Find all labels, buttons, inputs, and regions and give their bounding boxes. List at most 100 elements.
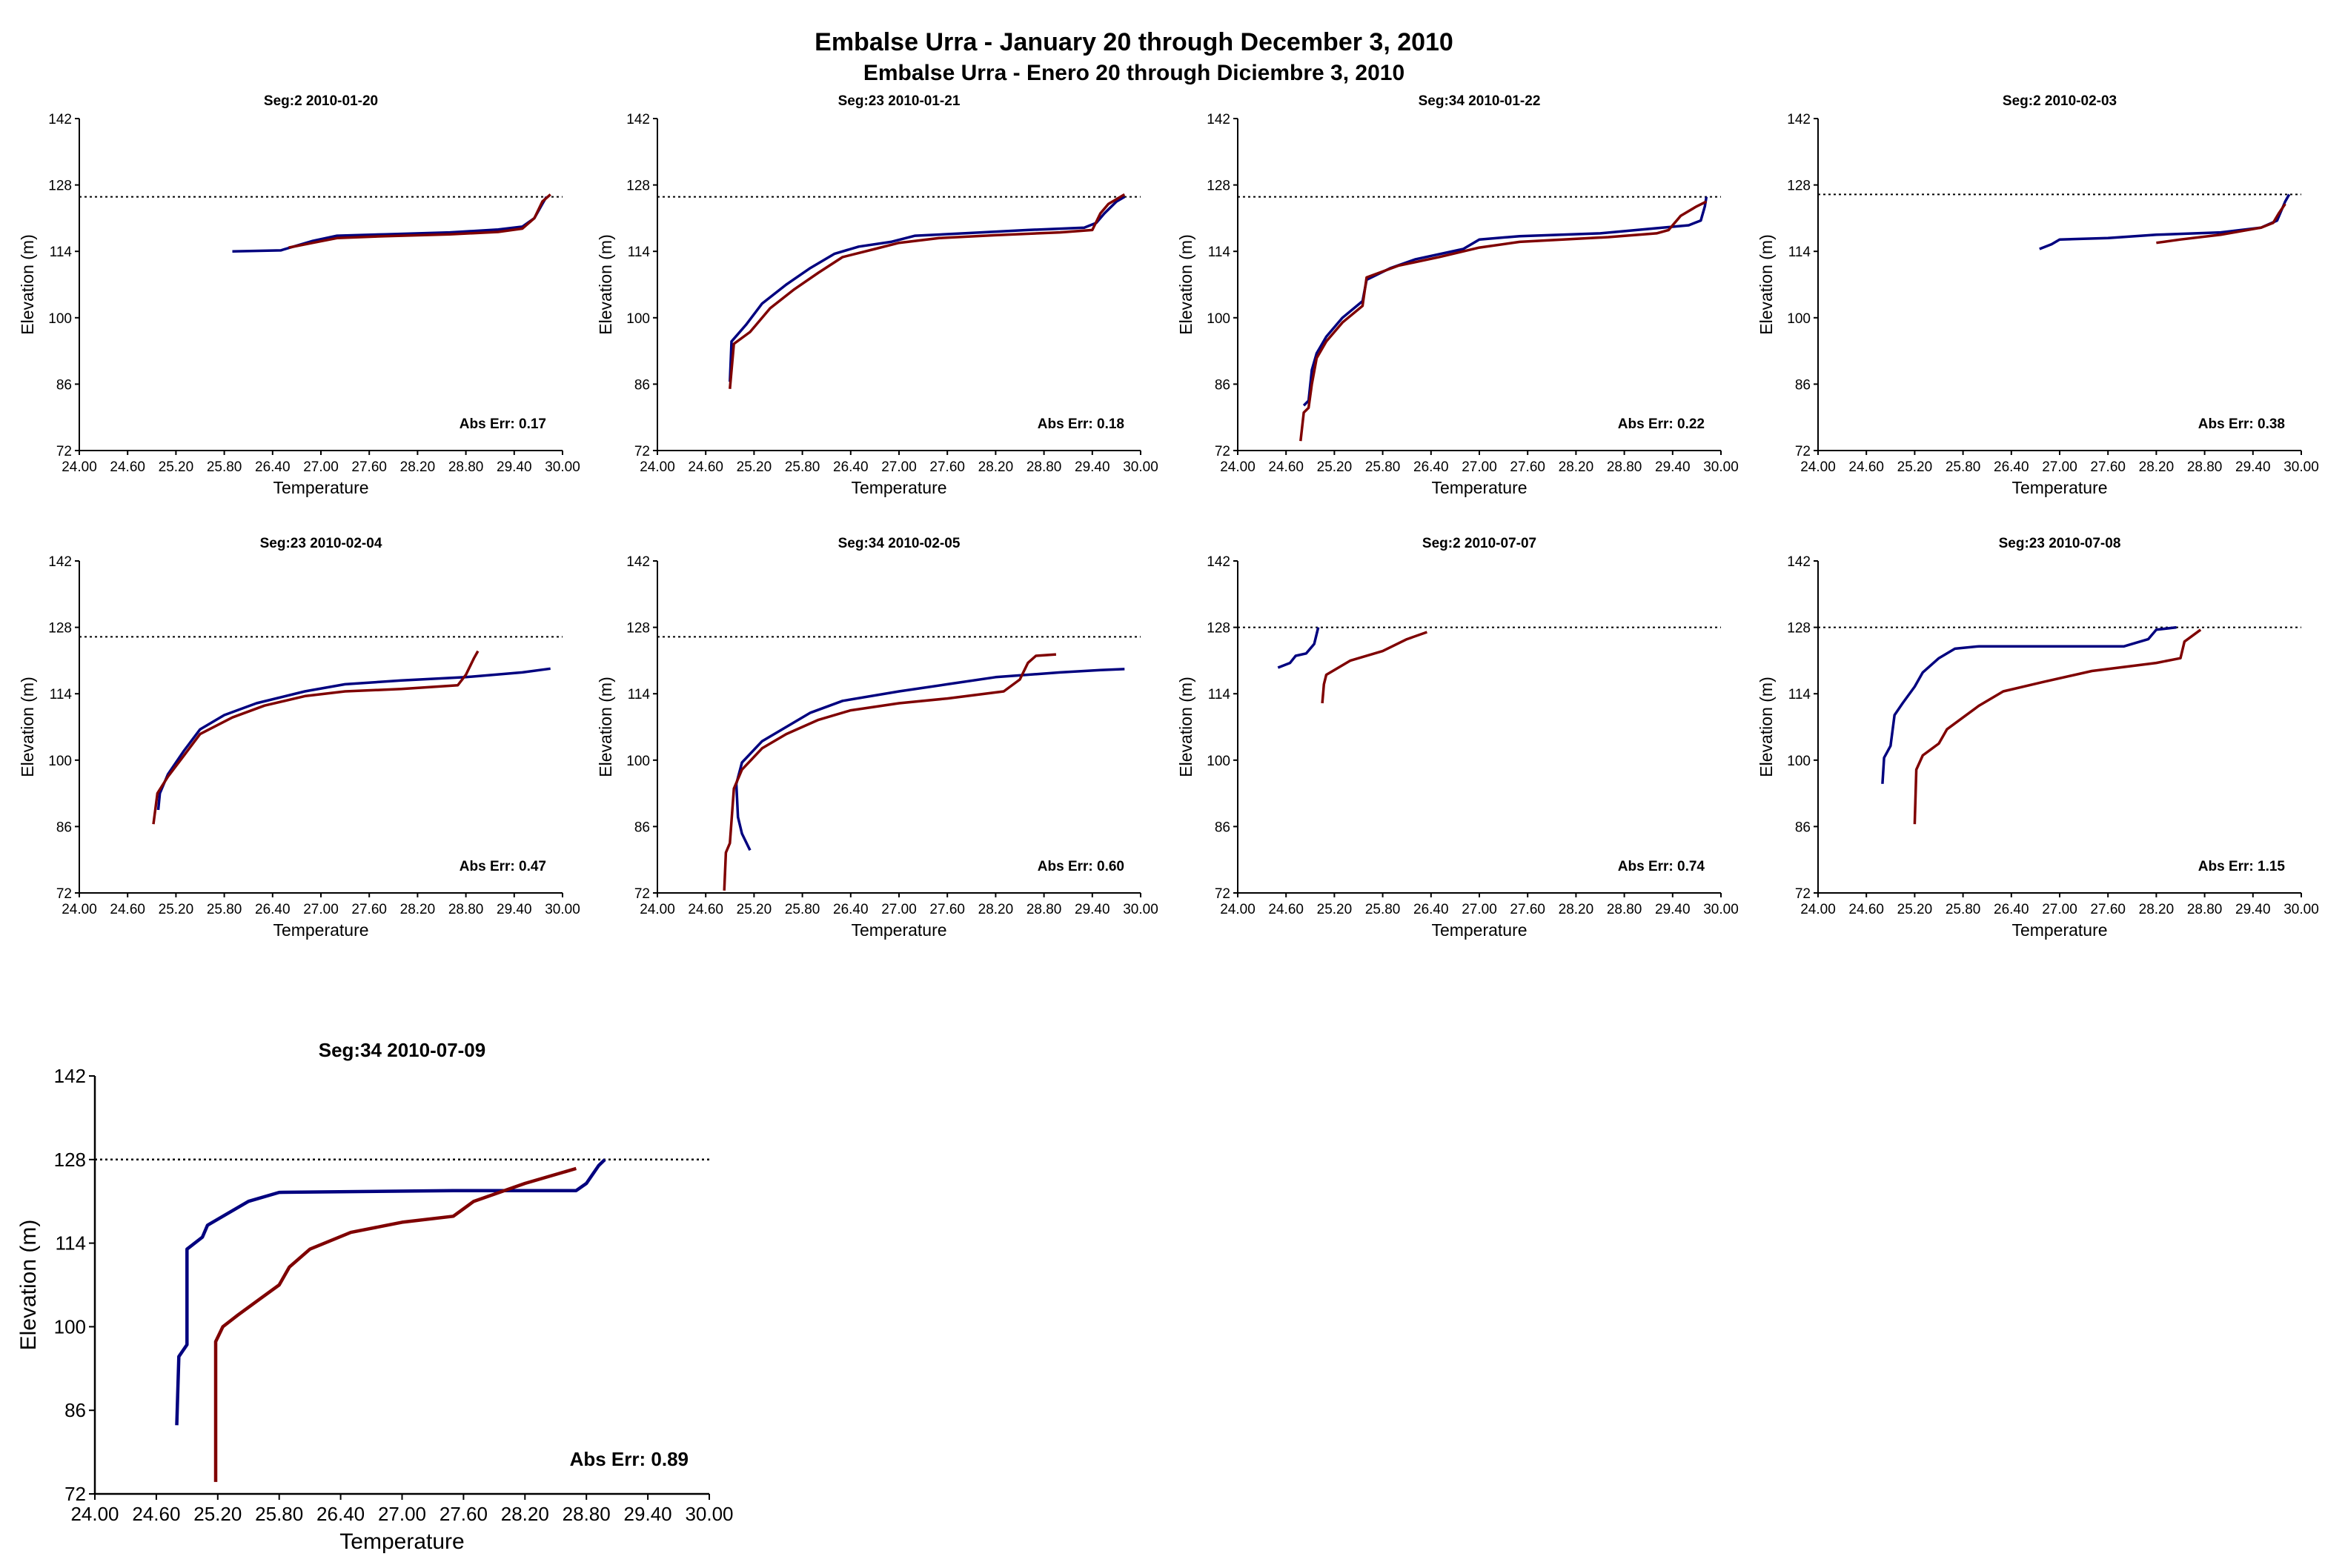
series-red — [1913, 628, 2202, 825]
y-tick-label: 114 — [1788, 245, 1811, 260]
y-tick-label: 100 — [1787, 754, 1811, 769]
series-blue — [232, 196, 548, 253]
x-tick-label: 26.40 — [255, 459, 291, 475]
panel-2: Seg:23 2010-01-21 24.00 24.60 25.20 25.80 26.… — [596, 93, 1158, 497]
x-tick-label: 28.20 — [400, 902, 436, 917]
abs-err-annotation: Abs Err: 0.18 — [1038, 416, 1124, 432]
x-tick-label: 26.40 — [1413, 459, 1449, 475]
panel-3: Seg:34 2010-01-22 24.00 24.60 25.20 25.80 26.… — [1176, 93, 1739, 497]
x-tick-label: 29.40 — [1075, 902, 1110, 917]
y-tick-label: 100 — [1207, 311, 1230, 327]
x-tick-label: 24.00 — [640, 459, 675, 475]
y-tick-label: 72 — [64, 1483, 86, 1505]
y-axis-label: Elevation (m) — [1176, 234, 1195, 334]
y-tick-label: 128 — [626, 179, 650, 194]
y-axis-label: Elevation (m) — [1757, 234, 1776, 334]
y-tick-label: 100 — [626, 754, 650, 769]
y-tick-label: 86 — [634, 820, 650, 835]
y-tick-label: 114 — [628, 687, 651, 702]
y-tick-label: 128 — [54, 1149, 86, 1171]
y-tick-label: 114 — [50, 245, 73, 260]
y-tick-label: 114 — [56, 1232, 86, 1255]
x-tick-label: 24.60 — [110, 902, 145, 917]
panel-title: Seg:34 2010-01-22 — [1419, 93, 1541, 109]
x-axis-label: Temperature — [2011, 478, 2107, 497]
panel-6: Seg:34 2010-02-05 24.00 24.60 25.20 25.80 26.… — [596, 536, 1158, 940]
panel-4: Seg:2 2010-02-03 24.00 24.60 25.20 25.80 26.4… — [1757, 93, 2319, 497]
y-tick-label: 142 — [1207, 554, 1230, 570]
y-tick-label: 72 — [1215, 444, 1230, 459]
y-tick-label: 142 — [626, 112, 650, 127]
x-tick-label: 25.20 — [193, 1503, 242, 1525]
y-tick-label: 100 — [1787, 311, 1811, 327]
x-tick-label: 24.00 — [70, 1503, 119, 1525]
x-tick-label: 25.80 — [255, 1503, 303, 1525]
x-tick-label: 29.40 — [2235, 459, 2271, 475]
x-tick-label: 30.00 — [1703, 459, 1739, 475]
x-tick-label: 25.20 — [1897, 459, 1933, 475]
x-tick-label: 25.80 — [207, 902, 242, 917]
x-tick-label: 24.60 — [1848, 902, 1884, 917]
x-tick-label: 29.40 — [497, 902, 532, 917]
x-tick-label: 29.40 — [1655, 902, 1691, 917]
x-tick-label: 28.80 — [2187, 902, 2223, 917]
x-tick-label: 25.20 — [1897, 902, 1933, 917]
x-tick-label: 24.00 — [62, 459, 97, 475]
x-tick-label: 29.40 — [1655, 459, 1691, 475]
y-tick-label: 86 — [64, 1399, 86, 1421]
panel-8: Seg:23 2010-07-08 24.00 24.60 25.20 25.80 26.… — [1757, 536, 2319, 940]
x-tick-label: 26.40 — [833, 902, 869, 917]
x-axis-label: Temperature — [339, 1529, 464, 1554]
series-red — [152, 650, 480, 825]
x-axis-label: Temperature — [1431, 478, 1527, 497]
x-axis-label: Temperature — [273, 920, 368, 940]
x-tick-label: 28.20 — [2139, 902, 2175, 917]
x-tick-label: 30.00 — [685, 1503, 733, 1525]
x-tick-label: 28.80 — [448, 459, 484, 475]
x-tick-label: 28.20 — [501, 1503, 549, 1525]
y-tick-label: 86 — [1215, 377, 1230, 393]
x-axis-label: Temperature — [273, 478, 368, 497]
x-tick-label: 25.20 — [737, 459, 772, 475]
x-tick-label: 28.20 — [1559, 902, 1594, 917]
x-tick-label: 25.80 — [1946, 459, 1981, 475]
y-tick-label: 100 — [1207, 754, 1230, 769]
y-tick-label: 72 — [56, 886, 72, 902]
x-tick-label: 24.60 — [1268, 459, 1304, 475]
x-tick-label: 27.00 — [1462, 902, 1497, 917]
series-red — [1321, 631, 1427, 704]
y-tick-label: 142 — [54, 1065, 86, 1087]
x-tick-label: 27.60 — [929, 902, 965, 917]
y-tick-label: 86 — [1795, 377, 1811, 393]
x-tick-label: 27.60 — [1510, 902, 1545, 917]
y-tick-label: 128 — [1207, 179, 1230, 194]
abs-err-annotation: Abs Err: 0.60 — [1038, 859, 1124, 874]
x-tick-label: 27.60 — [351, 902, 387, 917]
x-tick-label: 25.20 — [159, 459, 194, 475]
series-blue — [156, 667, 551, 811]
panel-title: Seg:23 2010-07-08 — [1999, 536, 2121, 551]
panel-title: Seg:2 2010-02-03 — [2003, 93, 2117, 109]
x-tick-label: 24.00 — [1800, 459, 1836, 475]
y-tick-label: 142 — [1207, 112, 1230, 127]
panel-5: Seg:23 2010-02-04 24.00 24.60 25.20 25.80 26.… — [18, 536, 580, 940]
y-tick-label: 114 — [1788, 687, 1811, 702]
y-tick-label: 114 — [50, 687, 73, 702]
abs-err-annotation: Abs Err: 0.38 — [2198, 416, 2285, 432]
x-tick-label: 27.60 — [2090, 902, 2126, 917]
y-axis-label: Elevation (m) — [1757, 677, 1776, 777]
x-tick-label: 28.80 — [448, 902, 484, 917]
panel-title: Seg:2 2010-07-07 — [1422, 536, 1536, 551]
x-tick-label: 25.20 — [1317, 459, 1353, 475]
x-tick-label: 26.40 — [1413, 902, 1449, 917]
x-tick-label: 29.40 — [1075, 459, 1110, 475]
y-tick-label: 100 — [54, 1315, 86, 1338]
x-tick-label: 30.00 — [2283, 902, 2319, 917]
panel-title: Seg:23 2010-02-04 — [260, 536, 382, 551]
y-tick-label: 114 — [1208, 687, 1231, 702]
x-tick-label: 25.80 — [785, 902, 820, 917]
y-tick-label: 128 — [1787, 179, 1811, 194]
y-axis-label: Elevation (m) — [596, 677, 615, 777]
y-tick-label: 100 — [48, 311, 72, 327]
y-tick-label: 72 — [1215, 886, 1230, 902]
